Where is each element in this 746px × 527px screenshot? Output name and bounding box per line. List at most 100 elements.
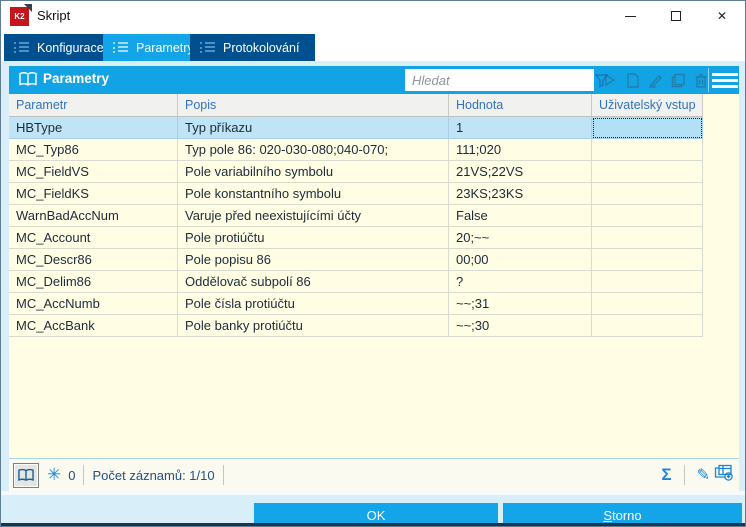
table-row[interactable]: MC_AccNumb Pole čísla protiúčtu ~~;31 <box>9 293 703 315</box>
cell-hodnota[interactable]: 20;~~ <box>449 227 592 249</box>
window-title: Skript <box>37 8 71 23</box>
edit-pencil-icon[interactable] <box>645 70 666 90</box>
cell-popis[interactable]: Typ příkazu <box>178 117 449 139</box>
cell-hodnota[interactable]: 23KS;23KS <box>449 183 592 205</box>
table-row[interactable]: WarnBadAccNum Varuje před neexistujícími … <box>9 205 703 227</box>
edit-pencil-icon[interactable]: ✎ <box>696 467 710 484</box>
close-button[interactable]: ✕ <box>699 1 745 31</box>
search-box <box>405 69 609 91</box>
table-row[interactable]: MC_Typ86 Typ pole 86: 020-030-080;040-070… <box>9 139 703 161</box>
toolbar-separator <box>708 68 709 92</box>
cell-vstup[interactable] <box>592 271 703 293</box>
tab-konfigurace[interactable]: Konfigurace <box>4 34 120 61</box>
filter-funnel-icon[interactable] <box>594 69 609 91</box>
list-icon <box>200 42 215 53</box>
tab-strip: Konfigurace Parametry Protokolování <box>1 31 745 61</box>
cell-parametr[interactable]: MC_AccBank <box>9 315 178 337</box>
parametry-panel: Parametry <box>9 66 739 491</box>
cell-vstup[interactable] <box>592 315 703 337</box>
search-input[interactable] <box>405 69 594 91</box>
table-column-header: Parametr Popis Hodnota Uživatelský vstup <box>9 94 703 117</box>
window-bottom-border <box>1 523 745 526</box>
cell-vstup[interactable] <box>592 293 703 315</box>
table-body: HBType Typ příkazu 1 MC_Typ86 Typ pole 86: 0… <box>9 117 703 337</box>
cell-popis[interactable]: Pole čísla protiúčtu <box>178 293 449 315</box>
record-count-label: Počet záznamů: 1/10 <box>92 467 215 483</box>
copy-icon[interactable] <box>668 70 689 90</box>
table-row[interactable]: MC_AccBank Pole banky protiúčtu ~~;30 <box>9 315 703 337</box>
column-header-hodnota[interactable]: Hodnota <box>449 94 592 116</box>
cell-popis[interactable]: Varuje před neexistujícími účty <box>178 205 449 227</box>
panel-title: Parametry <box>43 71 110 86</box>
cell-vstup[interactable] <box>592 227 703 249</box>
cell-hodnota[interactable]: 21VS;22VS <box>449 161 592 183</box>
cell-vstup[interactable] <box>592 117 703 139</box>
cell-parametr[interactable]: MC_Delim86 <box>9 271 178 293</box>
table-row[interactable]: MC_Descr86 Pole popisu 86 00;00 <box>9 249 703 271</box>
table-row[interactable]: MC_FieldKS Pole konstantního symbolu 23KS;… <box>9 183 703 205</box>
column-header-uzivatelsky-vstup[interactable]: Uživatelský vstup <box>592 94 703 116</box>
k2-logo-icon: K2 <box>10 4 32 26</box>
column-header-popis[interactable]: Popis <box>178 94 449 116</box>
open-book-icon <box>18 71 38 93</box>
tab-label: Konfigurace <box>37 40 104 55</box>
panel-menu-icon[interactable] <box>712 69 738 91</box>
cell-vstup[interactable] <box>592 249 703 271</box>
cell-hodnota[interactable]: False <box>449 205 592 227</box>
cell-vstup[interactable] <box>592 183 703 205</box>
cell-popis[interactable]: Pole konstantního symbolu <box>178 183 449 205</box>
sum-sigma-icon[interactable]: Σ <box>661 465 672 484</box>
tab-label: Parametry <box>136 40 194 55</box>
list-icon <box>113 42 128 53</box>
maximize-button[interactable] <box>653 1 699 31</box>
tab-protokolovani[interactable]: Protokolování <box>190 34 316 61</box>
run-icon[interactable] <box>599 70 620 90</box>
cell-vstup[interactable] <box>592 205 703 227</box>
separator <box>83 465 85 485</box>
cell-parametr[interactable]: HBType <box>9 117 178 139</box>
minimize-button[interactable] <box>607 1 653 31</box>
table-row[interactable]: MC_FieldVS Pole variabilního symbolu 21VS;… <box>9 161 703 183</box>
table-row[interactable]: MC_Account Pole protiúčtu 20;~~ <box>9 227 703 249</box>
cell-popis[interactable]: Pole protiúčtu <box>178 227 449 249</box>
cell-hodnota[interactable]: ? <box>449 271 592 293</box>
tab-label: Protokolování <box>223 40 300 55</box>
cell-popis[interactable]: Pole banky protiúčtu <box>178 315 449 337</box>
new-record-icon[interactable] <box>622 70 643 90</box>
cell-hodnota[interactable]: 00;00 <box>449 249 592 271</box>
cell-parametr[interactable]: MC_Descr86 <box>9 249 178 271</box>
cell-parametr[interactable]: MC_FieldKS <box>9 183 178 205</box>
cell-hodnota[interactable]: ~~;30 <box>449 315 592 337</box>
asterisk-icon[interactable]: ✳ <box>47 465 62 484</box>
close-icon: ✕ <box>716 9 728 23</box>
cell-popis[interactable]: Typ pole 86: 020-030-080;040-070; <box>178 139 449 161</box>
cell-popis[interactable]: Pole variabilního symbolu <box>178 161 449 183</box>
cell-vstup[interactable] <box>592 139 703 161</box>
cell-parametr[interactable]: MC_FieldVS <box>9 161 178 183</box>
column-header-parametr[interactable]: Parametr <box>9 94 178 116</box>
cell-parametr[interactable]: MC_Typ86 <box>9 139 178 161</box>
table-row[interactable]: HBType Typ příkazu 1 <box>9 117 703 139</box>
cell-hodnota[interactable]: ~~;31 <box>449 293 592 315</box>
cell-hodnota[interactable]: 111;020 <box>449 139 592 161</box>
add-table-view-icon[interactable] <box>714 464 733 486</box>
maximize-icon <box>671 11 681 21</box>
book-view-button[interactable] <box>13 462 39 488</box>
delete-trash-icon[interactable] <box>690 70 711 90</box>
cell-hodnota[interactable]: 1 <box>449 117 592 139</box>
minimize-icon <box>624 15 636 17</box>
panel-header: Parametry <box>9 66 739 94</box>
table-row[interactable]: MC_Delim86 Oddělovač subpolí 86? <box>9 271 703 293</box>
cell-parametr[interactable]: WarnBadAccNum <box>9 205 178 227</box>
status-bar: ✳ 0 Počet záznamů: 1/10 Σ ✎ <box>9 458 739 491</box>
separator <box>222 465 224 485</box>
cell-parametr[interactable]: MC_Account <box>9 227 178 249</box>
cell-parametr[interactable]: MC_AccNumb <box>9 293 178 315</box>
cell-popis[interactable]: Oddělovač subpolí 86 <box>178 271 449 293</box>
cell-vstup[interactable] <box>592 161 703 183</box>
cell-popis[interactable]: Pole popisu 86 <box>178 249 449 271</box>
ok-button[interactable]: OK <box>254 503 498 526</box>
separator <box>683 465 685 485</box>
